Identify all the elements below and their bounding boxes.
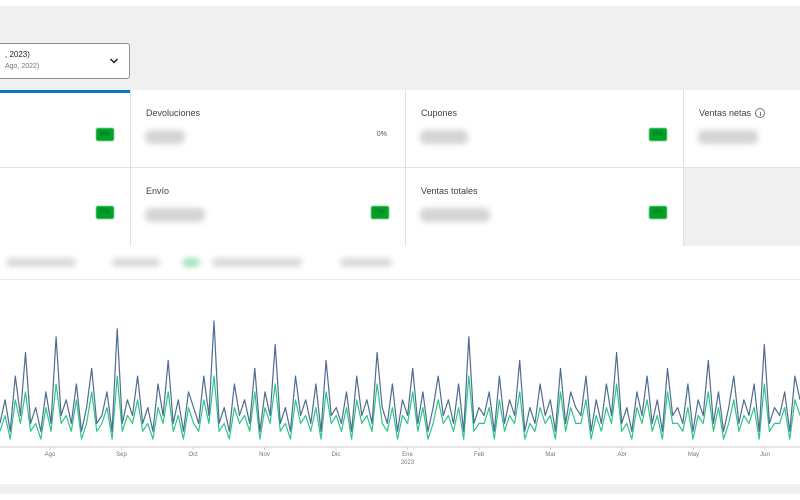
tile-label: Cupones (421, 108, 458, 118)
x-axis-tick-label: Feb (474, 452, 485, 458)
x-axis-tick-label: Ene (402, 452, 413, 458)
header-band: , 2023) Ago, 2022) (0, 6, 800, 90)
legend-value-compare (340, 258, 392, 267)
tile-label: Devoluciones (146, 108, 201, 118)
info-icon[interactable] (755, 108, 766, 118)
tile-value (145, 208, 205, 222)
top-strip (0, 0, 800, 6)
legend-item-compare (212, 258, 302, 267)
tile-value (420, 208, 490, 222)
date-range-primary: , 2023) (5, 50, 30, 59)
series-line-compare (0, 375, 800, 440)
tile-label: Ventas netas (699, 108, 766, 118)
x-axis-tick-label: Dic (332, 452, 341, 458)
footer-divider (0, 484, 800, 494)
tile-label-text: Ventas netas (699, 108, 752, 118)
x-axis-tick-label: Sep (116, 452, 127, 458)
chart-legend (0, 246, 800, 280)
tile-orders[interactable]: 0% (0, 168, 130, 246)
chevron-down-icon (109, 58, 119, 64)
tile-returns[interactable]: Devoluciones 0% (131, 90, 405, 167)
tile-sales[interactable]: 0% (0, 90, 130, 167)
tile-net-sales[interactable]: Ventas netas (684, 90, 800, 167)
x-axis-year-label: 2023 (401, 460, 415, 466)
delta-badge: 0% (95, 206, 114, 219)
legend-item-primary[interactable] (6, 258, 76, 267)
x-axis-tick-label: Nov (259, 452, 270, 458)
series-line-primary (0, 320, 800, 432)
sales-chart: Ago Sep Oct Nov Dic Ene 2023 Feb Mar Abr May Jun (0, 281, 800, 476)
x-axis-tick-label: Ago (45, 452, 56, 458)
date-range-picker[interactable]: , 2023) Ago, 2022) (0, 43, 130, 79)
tile-label: Envío (146, 186, 170, 196)
x-axis-tick-label: May (688, 452, 699, 458)
delta-badge: 0% (370, 206, 389, 219)
delta-badge: 0% (648, 206, 667, 219)
tile-value (420, 130, 468, 144)
tile-coupons[interactable]: Cupones 0% (406, 90, 683, 167)
x-axis-tick-label: Abr (617, 452, 626, 458)
x-axis-tick-label: Jun (760, 452, 770, 458)
legend-value-primary (112, 258, 160, 267)
delta-badge: 0% (95, 128, 114, 141)
tile-label: Ventas totales (421, 186, 478, 196)
date-range-compare: Ago, 2022) (5, 63, 40, 70)
x-axis-tick-label: Mar (545, 452, 555, 458)
tile-value (698, 130, 758, 144)
line-chart: Ago Sep Oct Nov Dic Ene 2023 Feb Mar Abr May Jun (0, 320, 800, 466)
tile-value (145, 130, 185, 144)
x-axis-tick-label: Oct (188, 452, 198, 458)
footer-band (0, 476, 800, 500)
delta-badge: 0% (376, 131, 387, 138)
summary-tiles: 0% Devoluciones 0% Cupones 0% Ventas net… (0, 90, 800, 246)
legend-swatch-compare[interactable] (182, 258, 200, 267)
tile-total-sales[interactable]: Ventas totales 0% (406, 168, 683, 246)
delta-badge: 0% (648, 128, 667, 141)
tile-shipping[interactable]: Envío 0% (131, 168, 405, 246)
empty-tile (684, 168, 800, 246)
